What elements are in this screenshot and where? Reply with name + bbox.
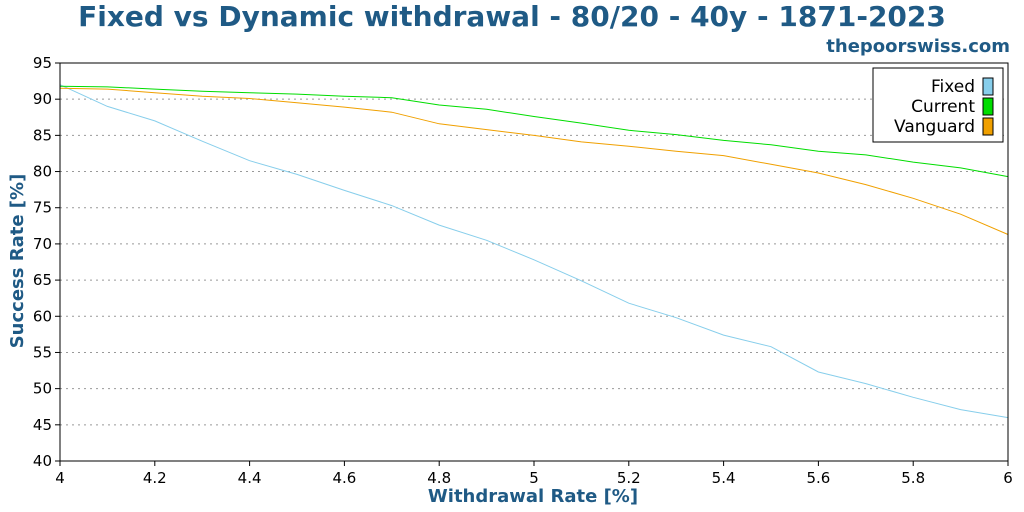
y-tick-label: 40: [33, 452, 52, 470]
plot-frame: [59, 62, 1009, 462]
legend-swatch-vanguard: [982, 117, 994, 136]
y-tick-label: 60: [33, 307, 52, 325]
legend-label: Current: [911, 97, 975, 117]
legend-swatch-fixed: [982, 77, 994, 96]
x-tick-label: 5.2: [617, 469, 641, 487]
series-line-fixed: [59, 84, 1009, 419]
y-tick-label: 80: [33, 163, 52, 181]
x-axis-ticks: 4 4.2 4.4 4.6 4.8 5 5.2 5.4 5.6 5.8 6: [55, 461, 1013, 487]
x-tick-label: 5.4: [712, 469, 736, 487]
y-tick-label: 70: [33, 235, 52, 253]
series-line-current: [59, 85, 1009, 178]
y-tick-label: 50: [33, 380, 52, 398]
legend-label: Vanguard: [894, 117, 975, 137]
y-tick-label: 75: [33, 199, 52, 217]
x-tick-label: 6: [1003, 469, 1013, 487]
y-tick-label: 95: [33, 54, 52, 72]
chart-title: Fixed vs Dynamic withdrawal - 80/20 - 40…: [78, 0, 946, 33]
x-tick-label: 5.6: [806, 469, 830, 487]
legend-label: Fixed: [931, 77, 975, 97]
x-tick-label: 4.6: [332, 469, 356, 487]
y-tick-label: 55: [33, 343, 52, 361]
gridlines: [60, 98, 1008, 426]
legend-swatch-current: [982, 97, 994, 116]
x-tick-label: 4.8: [427, 469, 451, 487]
x-axis-title: Withdrawal Rate [%]: [428, 486, 638, 507]
y-axis-title: Success Rate [%]: [7, 174, 28, 349]
x-tick-label: 5: [529, 469, 539, 487]
series-line-vanguard: [59, 87, 1009, 235]
series-lines: [59, 84, 1009, 419]
x-tick-label: 4: [55, 469, 65, 487]
x-tick-label: 4.2: [143, 469, 167, 487]
y-tick-label: 45: [33, 416, 52, 434]
x-tick-label: 4.4: [238, 469, 262, 487]
legend-box: [872, 67, 1004, 143]
y-tick-label: 90: [33, 90, 52, 108]
y-tick-label: 65: [33, 271, 52, 289]
site-watermark: thepoorswiss.com: [826, 36, 1010, 57]
y-axis-ticks: 40 45 50 55 60 65 70 75 80 85 90 95: [33, 54, 60, 470]
y-tick-label: 85: [33, 126, 52, 144]
x-tick-label: 5.8: [901, 469, 925, 487]
